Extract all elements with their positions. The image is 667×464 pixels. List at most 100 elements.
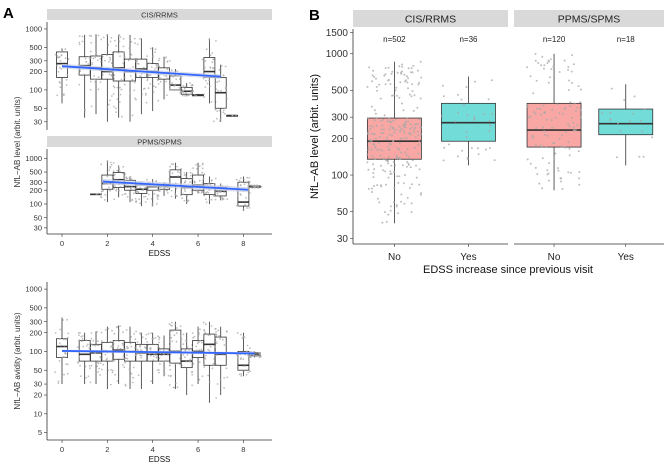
box-1-point xyxy=(90,332,93,334)
box-12-point xyxy=(236,204,238,207)
group-0-point xyxy=(417,83,420,86)
box-0-point xyxy=(67,336,69,339)
box-14-point xyxy=(249,347,251,350)
box-11-point xyxy=(195,349,198,352)
y-tick-label: 100 xyxy=(331,170,348,181)
box-4-point xyxy=(142,188,145,191)
group-0-point xyxy=(375,85,378,88)
box-10-point xyxy=(182,90,185,92)
box-11-point xyxy=(198,332,200,334)
box-12-point xyxy=(243,183,246,186)
box-6-point xyxy=(139,354,141,357)
group-0-point xyxy=(568,79,571,82)
box-7-point xyxy=(150,66,153,68)
panel-b-facet-1: PPMS/SPMS n=120 No n=18 Yes xyxy=(514,10,664,263)
group-1-point xyxy=(609,119,612,122)
box-13-point xyxy=(215,88,218,91)
box-9-point xyxy=(175,340,178,343)
box-12-point xyxy=(208,349,211,352)
group-0-point xyxy=(410,183,413,186)
group-0-point xyxy=(543,111,546,114)
box-6-point xyxy=(134,338,137,341)
box-8-point xyxy=(165,359,168,362)
box-1-point xyxy=(85,61,88,63)
x-tick-label: 2 xyxy=(105,239,109,248)
box-14-point xyxy=(241,337,244,339)
group-0-point xyxy=(414,146,417,149)
box-4-point xyxy=(146,198,149,201)
box-6-point xyxy=(146,55,149,57)
box-6-point xyxy=(146,340,149,343)
group-1-point xyxy=(615,156,618,159)
group-1-point xyxy=(443,146,446,149)
box-8-point xyxy=(163,373,166,376)
box-14-point xyxy=(248,360,251,363)
panel-b-facet-0: CIS/RRMS n=502 No n=36 Yes xyxy=(353,10,508,263)
box-1-point xyxy=(90,105,93,108)
box-10-point xyxy=(184,349,187,351)
box-5-point xyxy=(123,83,126,86)
group-1-point xyxy=(488,119,491,122)
box-3-point xyxy=(131,186,134,188)
box-3-point xyxy=(111,369,114,372)
box-8-point xyxy=(159,363,161,365)
group-0-point xyxy=(405,79,408,82)
group-0-point xyxy=(529,115,532,118)
group-0-point xyxy=(402,124,405,127)
group-0-point xyxy=(383,211,386,214)
box-4-point xyxy=(139,187,142,189)
group-0-point xyxy=(392,119,395,122)
group-0-point xyxy=(561,188,564,190)
box-11-point xyxy=(195,94,198,97)
y-tick-label: 1500 xyxy=(326,28,349,39)
group-0-point xyxy=(385,183,388,186)
box-10-point xyxy=(210,179,213,181)
group-0-point xyxy=(411,83,414,86)
box-12-point xyxy=(240,194,242,196)
box-9-point xyxy=(170,321,173,324)
box-0-point xyxy=(64,351,67,354)
box-8-point xyxy=(184,174,187,176)
group-0-point xyxy=(420,192,423,195)
group-1-point xyxy=(641,130,644,133)
box-12-point xyxy=(244,203,247,206)
box-6-point xyxy=(135,353,138,355)
group-0-point xyxy=(372,172,375,174)
box-2-point xyxy=(118,170,121,173)
box-11-point xyxy=(216,192,219,195)
box-6-point xyxy=(136,43,139,46)
group-0-point xyxy=(549,76,551,79)
box-4-point xyxy=(112,345,115,348)
box-1-point xyxy=(79,332,81,334)
box-12-point xyxy=(205,79,207,82)
box-3-point xyxy=(113,105,115,108)
box-8-point xyxy=(186,199,189,202)
box-7-point xyxy=(168,173,171,176)
sample-size-label: n=502 xyxy=(383,35,406,44)
box-2-point xyxy=(96,365,99,368)
group-0-point xyxy=(380,185,383,188)
box-10-point xyxy=(182,333,185,336)
box-10-point xyxy=(180,349,183,352)
group-0-point xyxy=(407,67,410,70)
facet-strip xyxy=(353,10,508,27)
group-0-point xyxy=(536,107,539,110)
box-4-point xyxy=(137,191,139,194)
box-7-point xyxy=(149,74,152,76)
box-3-point xyxy=(124,193,127,195)
box-3-point xyxy=(109,340,112,343)
group-0-point xyxy=(563,59,566,62)
box-3-point xyxy=(113,359,116,362)
box-9-point xyxy=(173,386,175,389)
box-2-point xyxy=(91,63,93,66)
group-1-point xyxy=(487,98,490,101)
box-9-point xyxy=(174,89,177,91)
box-0-point xyxy=(65,84,68,86)
box-12-point xyxy=(203,363,206,366)
group-0-point xyxy=(384,67,387,69)
box-1-point xyxy=(78,35,81,38)
group-0-point xyxy=(532,92,535,95)
group-0-point xyxy=(388,128,391,131)
box-13-point xyxy=(224,87,227,89)
group-1-point xyxy=(601,112,604,115)
